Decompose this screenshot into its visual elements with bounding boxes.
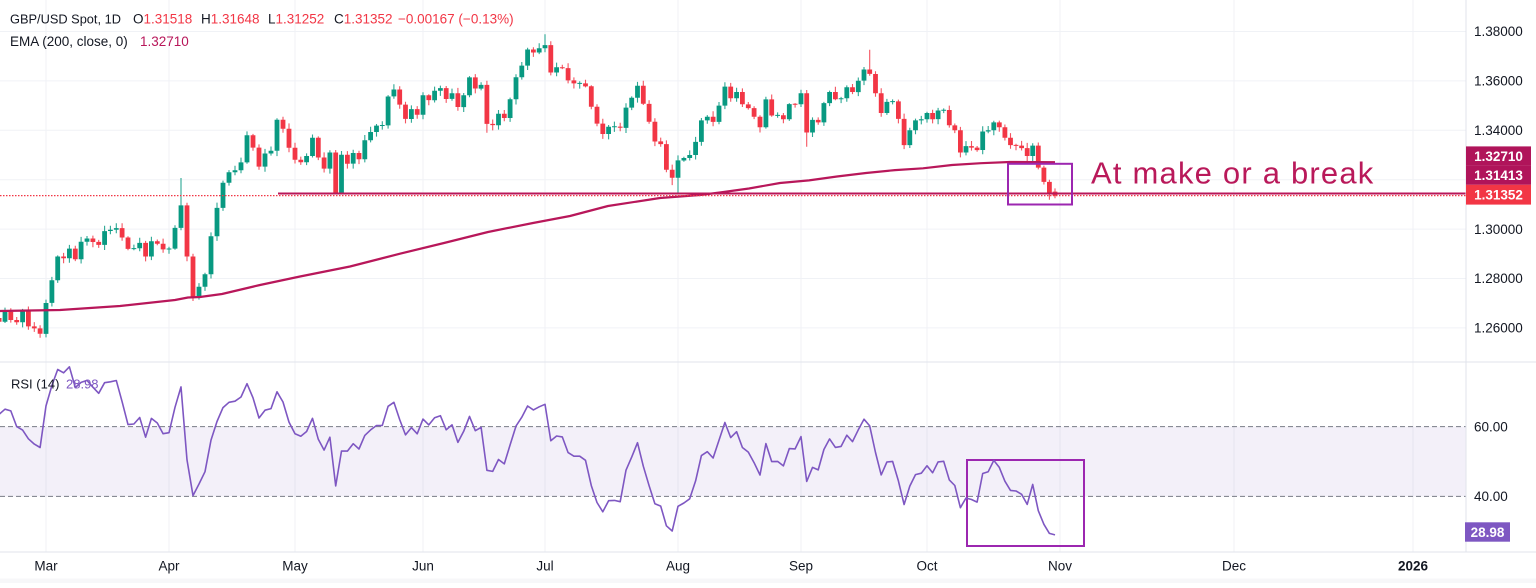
svg-text:Jul: Jul [536, 559, 553, 574]
svg-text:At make or a break: At make or a break [1091, 156, 1375, 191]
svg-text:1.31413: 1.31413 [1474, 168, 1523, 183]
svg-text:C1.31352: C1.31352 [334, 12, 393, 27]
svg-text:−0.00167 (−0.13%): −0.00167 (−0.13%) [398, 12, 514, 27]
svg-text:Mar: Mar [34, 559, 58, 574]
svg-text:RSI (14): RSI (14) [11, 377, 59, 392]
svg-text:1.30000: 1.30000 [1474, 222, 1523, 237]
svg-text:1.34000: 1.34000 [1474, 123, 1523, 138]
svg-text:60.00: 60.00 [1474, 419, 1508, 434]
svg-text:Aug: Aug [666, 559, 690, 574]
svg-text:28.98: 28.98 [1471, 525, 1505, 540]
svg-text:Oct: Oct [916, 559, 937, 574]
svg-text:Jun: Jun [412, 559, 434, 574]
svg-text:2026: 2026 [1398, 559, 1429, 574]
svg-text:1.38000: 1.38000 [1474, 24, 1523, 39]
svg-text:Dec: Dec [1222, 559, 1246, 574]
svg-text:H1.31648: H1.31648 [201, 12, 260, 27]
svg-text:EMA (200, close, 0): EMA (200, close, 0) [10, 34, 128, 49]
svg-text:Sep: Sep [789, 559, 813, 574]
svg-text:1.31352: 1.31352 [1474, 188, 1523, 203]
svg-text:Nov: Nov [1048, 559, 1072, 574]
svg-text:1.32710: 1.32710 [1474, 149, 1523, 164]
svg-text:1.32710: 1.32710 [140, 34, 189, 49]
svg-text:L1.31252: L1.31252 [268, 12, 324, 27]
svg-text:1.28000: 1.28000 [1474, 271, 1523, 286]
svg-text:1.26000: 1.26000 [1474, 321, 1523, 336]
svg-text:1.36000: 1.36000 [1474, 74, 1523, 89]
svg-text:GBP/USD Spot, 1D: GBP/USD Spot, 1D [10, 12, 121, 27]
svg-text:May: May [282, 559, 308, 574]
svg-text:28.98: 28.98 [66, 377, 99, 392]
svg-text:40.00: 40.00 [1474, 489, 1508, 504]
svg-text:O1.31518: O1.31518 [133, 12, 192, 27]
svg-text:Apr: Apr [158, 559, 180, 574]
